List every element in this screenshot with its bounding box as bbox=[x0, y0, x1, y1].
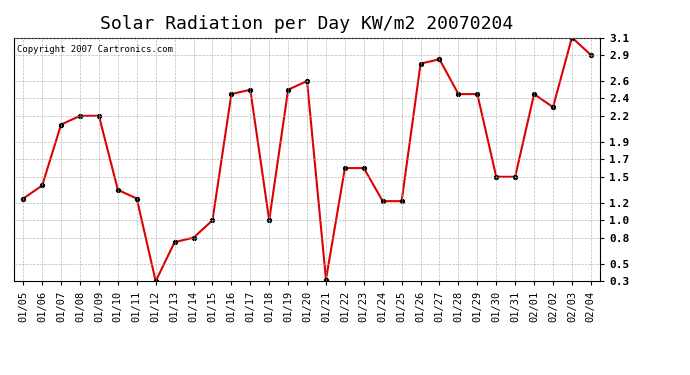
Title: Solar Radiation per Day KW/m2 20070204: Solar Radiation per Day KW/m2 20070204 bbox=[101, 15, 513, 33]
Text: Copyright 2007 Cartronics.com: Copyright 2007 Cartronics.com bbox=[17, 45, 172, 54]
